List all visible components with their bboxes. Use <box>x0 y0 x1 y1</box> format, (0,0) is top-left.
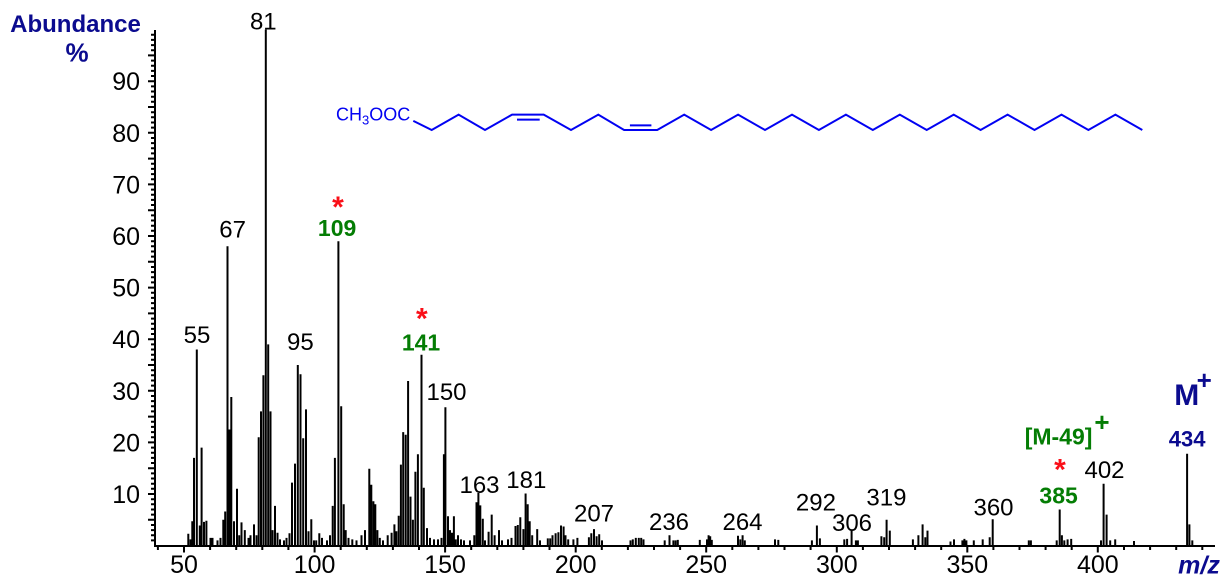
svg-text:141: 141 <box>402 330 441 356</box>
svg-text:250: 250 <box>685 551 727 579</box>
svg-text:m/z: m/z <box>1178 552 1220 580</box>
svg-text:95: 95 <box>287 329 314 356</box>
svg-text:292: 292 <box>796 490 836 517</box>
svg-text:[M-49]: [M-49] <box>1025 423 1093 449</box>
svg-text:50: 50 <box>112 275 140 303</box>
svg-text:67: 67 <box>219 217 246 244</box>
svg-text:264: 264 <box>722 509 762 536</box>
svg-text:*: * <box>332 191 344 224</box>
svg-text:402: 402 <box>1084 457 1124 484</box>
svg-text:20: 20 <box>112 429 140 457</box>
svg-text:10: 10 <box>112 481 140 509</box>
svg-text:Abundance: Abundance <box>10 11 141 38</box>
svg-text:90: 90 <box>112 68 140 96</box>
svg-text:150: 150 <box>424 551 466 579</box>
svg-text:306: 306 <box>832 510 872 537</box>
svg-text:40: 40 <box>112 326 140 354</box>
svg-text:300: 300 <box>816 551 858 579</box>
svg-text:55: 55 <box>184 322 211 349</box>
svg-text:150: 150 <box>426 379 466 406</box>
svg-text:*: * <box>416 302 428 335</box>
svg-text:385: 385 <box>1039 483 1078 509</box>
svg-text:70: 70 <box>112 171 140 199</box>
svg-text:109: 109 <box>318 215 356 241</box>
svg-text:319: 319 <box>866 485 906 512</box>
svg-text:M: M <box>1174 379 1199 412</box>
svg-text:30: 30 <box>112 378 140 406</box>
svg-text:181: 181 <box>506 467 546 494</box>
svg-text:434: 434 <box>1169 426 1206 451</box>
svg-text:236: 236 <box>649 509 689 536</box>
svg-text:81: 81 <box>250 8 277 35</box>
svg-text:163: 163 <box>459 472 499 499</box>
svg-text:60: 60 <box>112 223 140 251</box>
svg-text:207: 207 <box>574 500 614 527</box>
svg-text:80: 80 <box>112 120 140 148</box>
svg-text:400: 400 <box>1077 551 1119 579</box>
svg-text:*: * <box>1054 454 1066 487</box>
svg-text:100: 100 <box>294 551 336 579</box>
svg-text:360: 360 <box>973 495 1013 522</box>
svg-text:350: 350 <box>946 551 988 579</box>
svg-text:50: 50 <box>170 551 198 579</box>
svg-text:%: % <box>65 38 88 68</box>
svg-text:+: + <box>1094 407 1109 437</box>
svg-text:200: 200 <box>555 551 597 579</box>
svg-text:+: + <box>1197 365 1212 395</box>
svg-text:CH3OOC: CH3OOC <box>336 104 410 127</box>
